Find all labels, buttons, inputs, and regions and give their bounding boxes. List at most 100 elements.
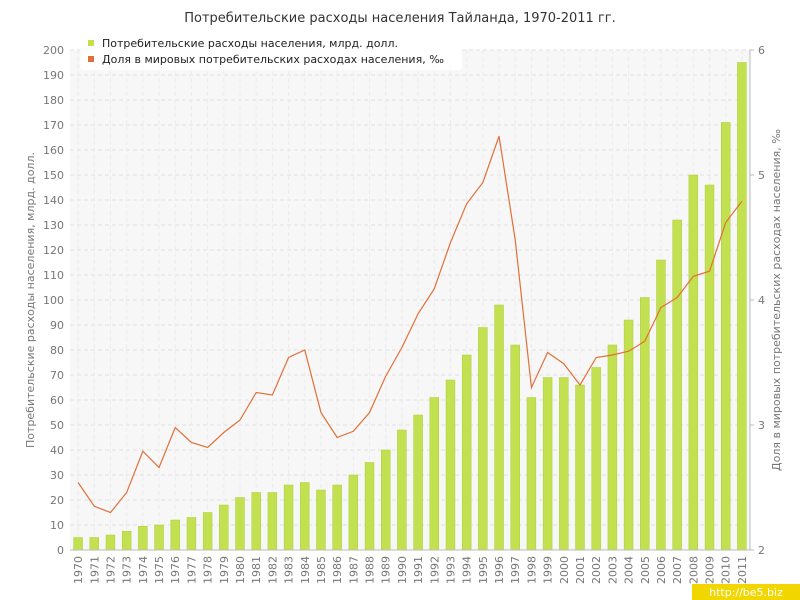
x-tick-label: 1970 xyxy=(72,556,85,584)
bar xyxy=(332,484,342,551)
bar xyxy=(721,122,731,551)
x-tick-label: 1978 xyxy=(202,556,215,584)
x-tick-label: 2010 xyxy=(720,556,733,584)
bar xyxy=(267,492,278,551)
bar xyxy=(381,449,391,551)
y-tick-label: 150 xyxy=(43,169,64,182)
bar xyxy=(688,174,699,551)
y-tick-label: 120 xyxy=(43,244,64,257)
x-tick-label: 2001 xyxy=(574,556,587,584)
x-tick-label: 1977 xyxy=(185,556,198,584)
y-tick-label: 70 xyxy=(50,369,64,382)
x-tick-label: 1973 xyxy=(121,556,134,584)
x-tick-label: 2008 xyxy=(687,556,700,584)
bar xyxy=(251,492,261,551)
x-tick-label: 1986 xyxy=(331,556,344,584)
bar xyxy=(575,384,585,551)
bar xyxy=(737,62,747,551)
bar xyxy=(186,517,197,551)
y-tick-label: 90 xyxy=(50,319,64,332)
y-tick-label: 60 xyxy=(50,394,64,407)
bar xyxy=(704,184,715,551)
y-tick-label: 50 xyxy=(50,419,64,432)
bar xyxy=(105,534,116,551)
x-tick-label: 1979 xyxy=(218,556,231,584)
x-tick-label: 2011 xyxy=(736,556,749,584)
x-tick-label: 1987 xyxy=(347,556,360,584)
x-tick-label: 1971 xyxy=(88,556,101,584)
bar xyxy=(478,327,488,551)
bar xyxy=(89,537,99,551)
bar xyxy=(348,474,359,551)
legend-label: Доля в мировых потребительских расходах … xyxy=(102,53,444,66)
x-tick-label: 2007 xyxy=(671,556,684,584)
y-tick-label: 30 xyxy=(50,469,64,482)
x-tick-label: 1981 xyxy=(250,556,263,584)
bar xyxy=(283,484,294,551)
y-tick-label: 0 xyxy=(57,544,64,557)
x-tick-label: 1998 xyxy=(525,556,538,584)
legend-label: Потребительские расходы населения, млрд.… xyxy=(102,37,398,50)
x-tick-label: 1982 xyxy=(266,556,279,584)
bar xyxy=(672,219,682,551)
y2-tick-label: 2 xyxy=(758,544,765,557)
y-tick-label: 200 xyxy=(43,44,64,57)
bar xyxy=(73,537,83,551)
x-tick-label: 1985 xyxy=(315,556,328,584)
bar xyxy=(364,462,375,551)
x-tick-label: 1994 xyxy=(461,556,474,584)
bar xyxy=(526,397,537,551)
x-tick-label: 2002 xyxy=(590,556,603,584)
x-tick-label: 2003 xyxy=(606,556,619,584)
x-tick-label: 1974 xyxy=(137,556,150,584)
legend-swatch xyxy=(88,40,94,46)
bar xyxy=(542,377,553,551)
legend-box xyxy=(80,34,462,70)
y2-tick-label: 6 xyxy=(758,44,765,57)
x-tick-label: 1993 xyxy=(444,556,457,584)
x-tick-label: 1992 xyxy=(428,556,441,584)
y2-tick-label: 5 xyxy=(758,169,765,182)
bar xyxy=(413,414,423,551)
legend-swatch xyxy=(88,56,94,62)
y-tick-label: 180 xyxy=(43,94,64,107)
y-tick-label: 40 xyxy=(50,444,64,457)
bar xyxy=(219,504,229,551)
bar xyxy=(235,497,245,551)
y2-axis-label: Доля в мировых потребительских расходах … xyxy=(770,129,783,471)
y2-tick-label: 4 xyxy=(758,294,765,307)
y-tick-label: 80 xyxy=(50,344,64,357)
bar xyxy=(623,319,634,551)
bar xyxy=(170,519,180,551)
chart-title: Потребительские расходы населения Тайлан… xyxy=(184,11,616,26)
watermark: http://be5.biz xyxy=(709,586,783,599)
y-tick-label: 10 xyxy=(50,519,64,532)
x-tick-label: 2000 xyxy=(558,556,571,584)
line xyxy=(77,136,743,514)
y-tick-label: 100 xyxy=(43,294,64,307)
y-tick-label: 190 xyxy=(43,69,64,82)
watermark-bg xyxy=(692,584,800,600)
bar xyxy=(121,531,132,551)
x-tick-label: 1989 xyxy=(380,556,393,584)
bar xyxy=(300,482,310,551)
x-tick-label: 1975 xyxy=(153,556,166,584)
x-tick-label: 2006 xyxy=(655,556,668,584)
y-tick-label: 170 xyxy=(43,119,64,132)
bar xyxy=(316,489,326,551)
x-tick-label: 1972 xyxy=(104,556,117,584)
y2-tick-label: 3 xyxy=(758,419,765,432)
bar xyxy=(154,524,164,551)
bar xyxy=(494,304,504,551)
y-axis-label: Потребительские расходы населения, млрд.… xyxy=(24,152,37,448)
bar xyxy=(202,512,213,551)
bar xyxy=(461,354,472,551)
x-tick-label: 1990 xyxy=(396,556,409,584)
bar xyxy=(510,344,520,551)
x-tick-label: 1996 xyxy=(493,556,506,584)
x-tick-label: 2005 xyxy=(639,556,652,584)
y-tick-label: 20 xyxy=(50,494,64,507)
x-tick-label: 2004 xyxy=(623,556,636,584)
y-tick-label: 160 xyxy=(43,144,64,157)
x-tick-label: 1983 xyxy=(283,556,296,584)
